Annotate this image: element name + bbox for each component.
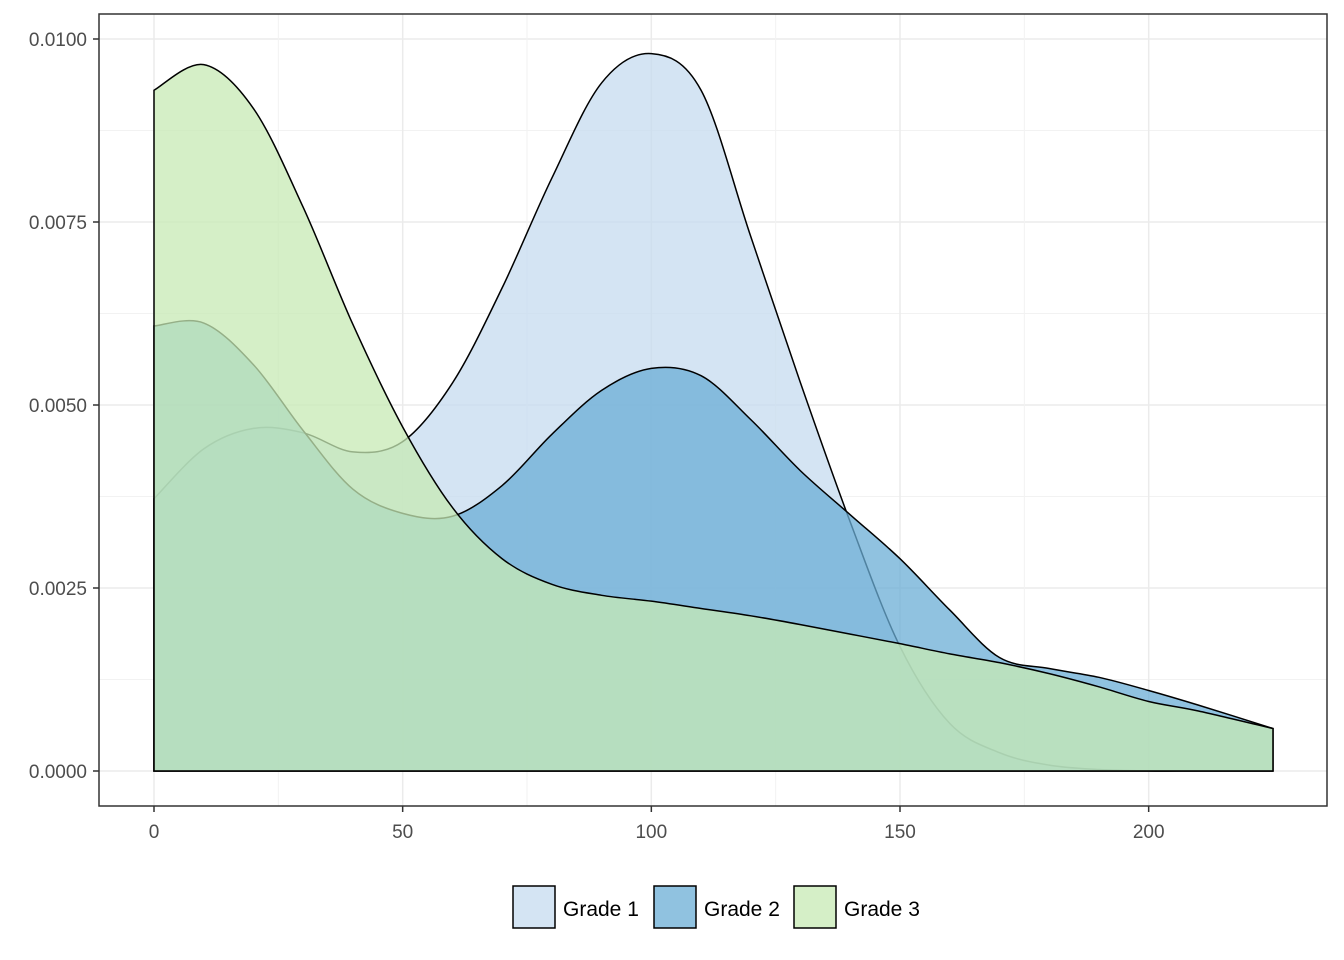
legend-key-grade-3	[793, 885, 837, 929]
legend-label-grade-2: Grade 2	[704, 898, 780, 921]
y-tick-label: 0.0000	[29, 762, 87, 783]
y-tick-label: 0.0050	[29, 396, 87, 417]
y-tick-label: 0.0100	[29, 30, 87, 51]
density-areas	[153, 52, 1274, 772]
x-tick-label: 0	[149, 822, 160, 843]
legend-key-grade-2	[653, 885, 697, 929]
x-tick-label: 150	[884, 822, 916, 843]
legend-label-grade-1: Grade 1	[563, 898, 639, 921]
x-tick-label: 50	[392, 822, 413, 843]
density-area-grade-3	[153, 63, 1274, 772]
legend-key-grade-1	[512, 885, 556, 929]
y-tick-label: 0.0075	[29, 213, 87, 234]
y-tick-label: 0.0025	[29, 579, 87, 600]
legend-label-grade-3: Grade 3	[844, 898, 920, 921]
x-tick-label: 200	[1133, 822, 1165, 843]
axes: 0.0000 0.0025 0.0050 0.0075 0.0100 0 50 100 150 2…	[29, 30, 1165, 843]
plot-panel-border	[98, 13, 1328, 807]
legend: Grade 1 Grade 2 Grade 3	[512, 885, 920, 929]
x-tick-label: 100	[635, 822, 667, 843]
